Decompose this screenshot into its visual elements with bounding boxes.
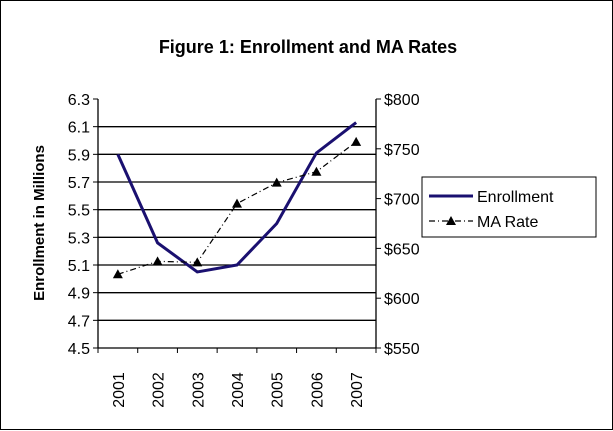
y-tick-label: 5.3 <box>68 230 90 247</box>
y-tick-label: 5.1 <box>68 258 90 275</box>
series-line-enrollment <box>116 121 358 274</box>
y-tick-label: 5.7 <box>68 175 90 192</box>
x-tick-label: 2004 <box>230 372 247 408</box>
y-axis-label: Enrollment in Millions <box>31 145 48 301</box>
data-point-marker <box>271 177 282 187</box>
y-tick-label: 4.9 <box>68 286 90 303</box>
data-point-marker <box>192 257 203 267</box>
y2-tick-label: $750 <box>384 142 420 159</box>
legend-label: Enrollment <box>477 189 554 206</box>
y-tick-label: 6.1 <box>68 120 90 137</box>
y2-tick-label: $600 <box>384 291 420 308</box>
legend-box <box>421 176 597 238</box>
data-point-marker <box>311 166 322 176</box>
data-point-marker <box>152 256 163 266</box>
legend: Enrollment MA Rate <box>421 176 597 238</box>
y-tick-label: 4.5 <box>68 341 90 358</box>
y2-tick-label: $800 <box>384 92 420 109</box>
y2-tick-label: $700 <box>384 192 420 209</box>
x-tick-label: 2006 <box>309 372 326 408</box>
data-point-marker <box>351 136 362 146</box>
x-tick-label: 2003 <box>190 372 207 408</box>
y-tick-label: 6.3 <box>68 92 90 109</box>
y-tick-label: 5.5 <box>68 203 90 220</box>
chart-title: Figure 1: Enrollment and MA Rates <box>159 37 457 57</box>
y2-tick-label: $550 <box>384 341 420 358</box>
x-tick-label: 2005 <box>270 372 287 408</box>
series-line-ma-rate <box>117 141 357 275</box>
y-tick-label: 4.7 <box>68 313 90 330</box>
x-tick-label: 2002 <box>151 372 168 408</box>
y-tick-label: 5.9 <box>68 147 90 164</box>
x-tick-label: 2007 <box>349 372 366 408</box>
x-tick-label: 2001 <box>111 372 128 408</box>
legend-label: MA Rate <box>477 214 538 231</box>
y2-tick-label: $650 <box>384 241 420 258</box>
data-point-marker <box>112 269 123 279</box>
data-point-marker <box>232 198 242 208</box>
legend-marker <box>446 216 456 225</box>
